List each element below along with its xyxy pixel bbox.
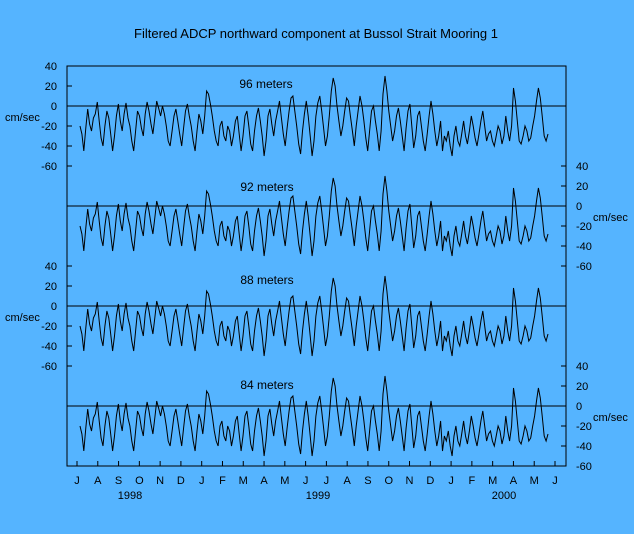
panel-3: 88 meters bbox=[67, 273, 566, 357]
x-tick-label: S bbox=[115, 475, 122, 487]
y-tick-label: -20 bbox=[41, 121, 57, 133]
panel-4: 84 meters bbox=[67, 375, 566, 457]
right-y-axes: 40 20 0 -20 -40 -60 cm/sec 40 20 0 -20 -40 -60 cm/sec bbox=[561, 161, 628, 473]
series-line bbox=[79, 75, 549, 157]
right-axis: 40 20 0 -20 -40 -60 cm/sec bbox=[561, 361, 628, 473]
series-label: 92 meters bbox=[240, 180, 293, 194]
x-tick-label: A bbox=[344, 475, 352, 487]
series-label: 88 meters bbox=[240, 273, 293, 287]
panels-layer: 96 meters 92 meters 88 meters 84 meters bbox=[67, 75, 566, 457]
y-tick-label: 20 bbox=[45, 81, 57, 93]
chart-title: Filtered ADCP northward component at Bus… bbox=[134, 26, 498, 41]
y-tick-label: -40 bbox=[41, 341, 57, 353]
series-line bbox=[79, 275, 549, 357]
y-tick-label: -20 bbox=[41, 321, 57, 333]
x-tick-label: F bbox=[469, 475, 476, 487]
y-tick-label: 0 bbox=[576, 201, 582, 213]
y-tick-label: -20 bbox=[576, 421, 592, 433]
left-axis: 40 20 0 -20 -40 -60 cm/sec bbox=[5, 61, 72, 173]
y-tick-label: 20 bbox=[576, 181, 588, 193]
x-tick-label: J bbox=[74, 475, 80, 487]
series-label: 96 meters bbox=[239, 77, 292, 91]
left-y-axes: 40 20 0 -20 -40 -60 cm/sec 40 20 0 -20 -40 -60 cm/sec bbox=[5, 61, 72, 373]
y-tick-label: -20 bbox=[576, 221, 592, 233]
year-label: 2000 bbox=[492, 490, 516, 502]
year-label: 1999 bbox=[306, 490, 330, 502]
panel-2: 92 meters bbox=[67, 175, 566, 257]
y-tick-label: 20 bbox=[45, 281, 57, 293]
y-axis-label: cm/sec bbox=[5, 112, 40, 124]
y-tick-label: 40 bbox=[576, 161, 588, 173]
x-tick-label: A bbox=[510, 475, 518, 487]
y-tick-label: -40 bbox=[41, 141, 57, 153]
x-tick-label: F bbox=[219, 475, 226, 487]
x-tick-label: J bbox=[199, 475, 205, 487]
x-tick-label: M bbox=[239, 475, 248, 487]
y-tick-label: 0 bbox=[51, 101, 57, 113]
left-axis: 40 20 0 -20 -40 -60 cm/sec bbox=[5, 261, 72, 373]
y-tick-label: -40 bbox=[576, 241, 592, 253]
x-tick-label: J bbox=[448, 475, 454, 487]
x-tick-label: A bbox=[94, 475, 102, 487]
y-tick-label: 40 bbox=[576, 361, 588, 373]
x-tick-label: J bbox=[324, 475, 330, 487]
y-tick-label: -60 bbox=[576, 261, 592, 273]
y-axis-label: cm/sec bbox=[593, 412, 628, 424]
y-tick-label: -60 bbox=[41, 161, 57, 173]
x-tick-label: N bbox=[156, 475, 164, 487]
x-tick-label: A bbox=[260, 475, 268, 487]
year-label: 1998 bbox=[118, 490, 142, 502]
x-tick-label: M bbox=[530, 475, 539, 487]
y-tick-label: 20 bbox=[576, 381, 588, 393]
x-tick-label: M bbox=[280, 475, 289, 487]
x-tick-label: S bbox=[364, 475, 371, 487]
x-tick-label: J bbox=[552, 475, 558, 487]
y-tick-label: -40 bbox=[576, 441, 592, 453]
y-tick-label: -60 bbox=[576, 461, 592, 473]
x-tick-label: M bbox=[488, 475, 497, 487]
y-tick-label: 0 bbox=[51, 301, 57, 313]
series-line bbox=[79, 175, 549, 257]
x-tick-label: J bbox=[303, 475, 309, 487]
panel-1: 96 meters bbox=[67, 75, 566, 157]
y-tick-label: 40 bbox=[45, 61, 57, 73]
y-tick-label: 40 bbox=[45, 261, 57, 273]
right-axis: 40 20 0 -20 -40 -60 cm/sec bbox=[561, 161, 628, 273]
y-axis-label: cm/sec bbox=[593, 212, 628, 224]
y-tick-label: 0 bbox=[576, 401, 582, 413]
x-tick-label: N bbox=[406, 475, 414, 487]
y-tick-label: -60 bbox=[41, 361, 57, 373]
x-tick-label: D bbox=[177, 475, 185, 487]
x-tick-label: O bbox=[135, 475, 144, 487]
y-axis-label: cm/sec bbox=[5, 312, 40, 324]
x-tick-label: O bbox=[384, 475, 393, 487]
series-label: 84 meters bbox=[240, 378, 293, 392]
series-line bbox=[79, 375, 549, 457]
x-tick-label: D bbox=[426, 475, 434, 487]
